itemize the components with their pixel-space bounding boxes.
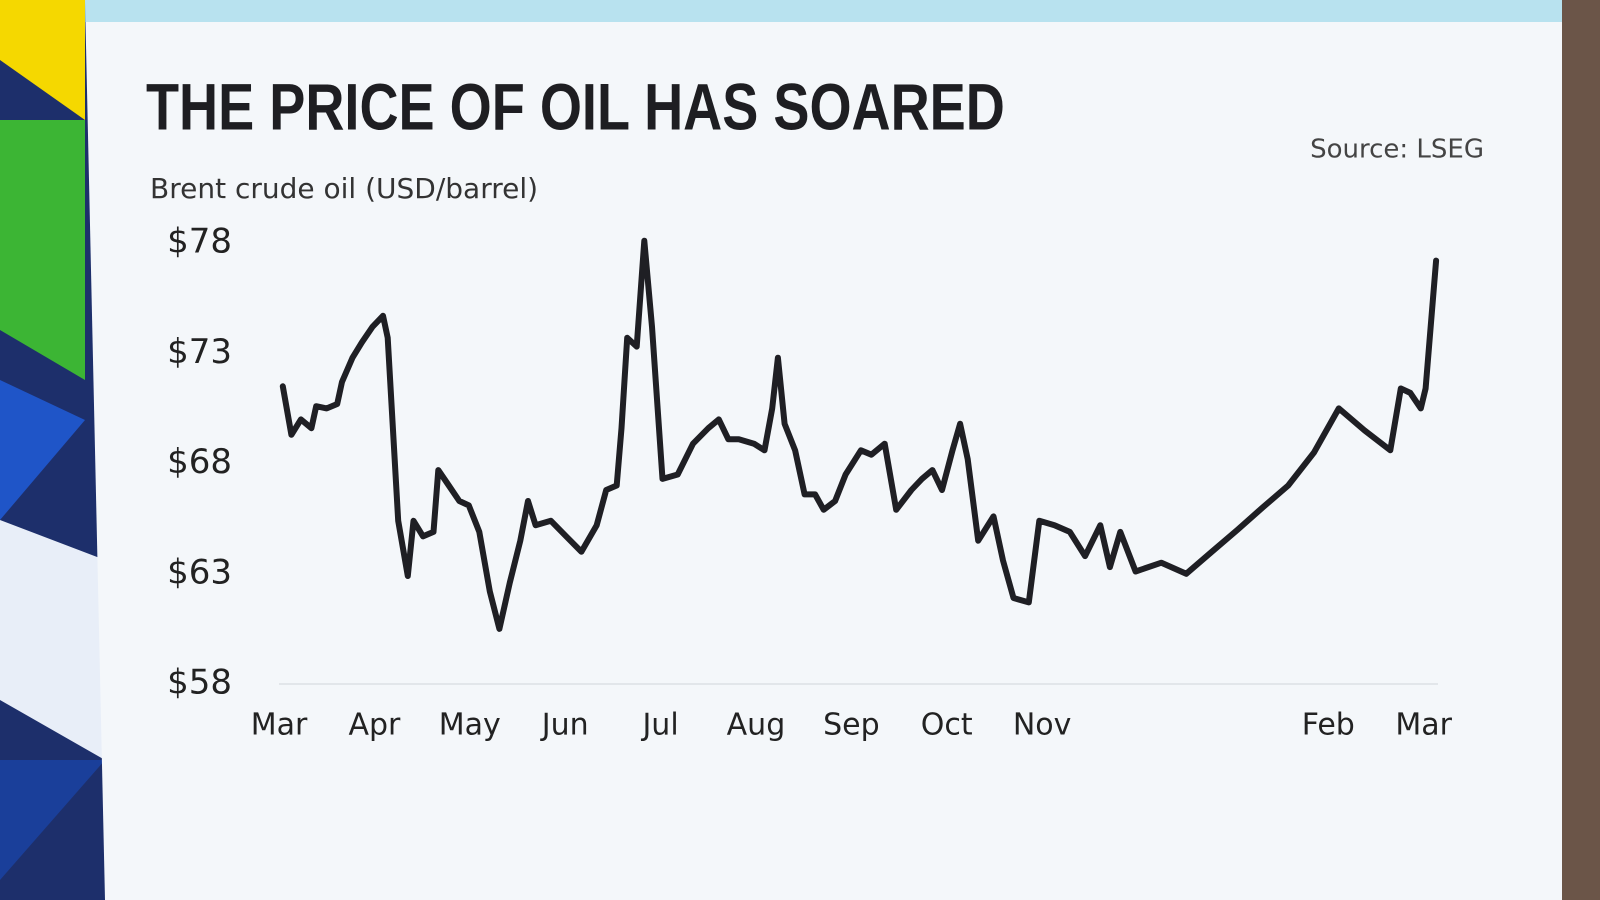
- deco: [0, 380, 85, 520]
- x-tick-label: Sep: [823, 708, 880, 743]
- chart-subtitle: Brent crude oil (USD/barrel): [150, 172, 538, 205]
- deco: [0, 520, 105, 760]
- x-tick-label: Feb: [1302, 708, 1355, 743]
- deco: [0, 0, 85, 120]
- y-tick-label: $73: [167, 332, 232, 372]
- deco: [0, 760, 105, 880]
- chart-title: THE PRICE OF OIL HAS SOARED: [146, 69, 1005, 143]
- y-tick-label: $58: [167, 663, 232, 703]
- x-tick-label: Apr: [348, 708, 401, 743]
- x-tick-label: Oct: [921, 708, 973, 743]
- deco: [0, 120, 85, 380]
- x-tick-label: Nov: [1013, 708, 1072, 743]
- x-tick-label: Aug: [727, 708, 786, 743]
- x-tick-label: Mar: [1395, 708, 1452, 743]
- deco: [1560, 0, 1600, 900]
- deco: [85, 0, 1562, 22]
- source: Source: LSEG: [1310, 135, 1484, 165]
- x-tick-label: Jun: [540, 708, 589, 743]
- x-tick-label: Jul: [640, 708, 678, 743]
- y-tick-label: $63: [167, 552, 232, 592]
- x-tick-label: May: [439, 708, 501, 743]
- y-tick-label: $68: [167, 442, 232, 482]
- y-tick-label: $78: [167, 222, 232, 262]
- price-line: [279, 237, 1440, 632]
- screen-panel: [85, 0, 1562, 900]
- x-tick-label: Mar: [251, 708, 308, 743]
